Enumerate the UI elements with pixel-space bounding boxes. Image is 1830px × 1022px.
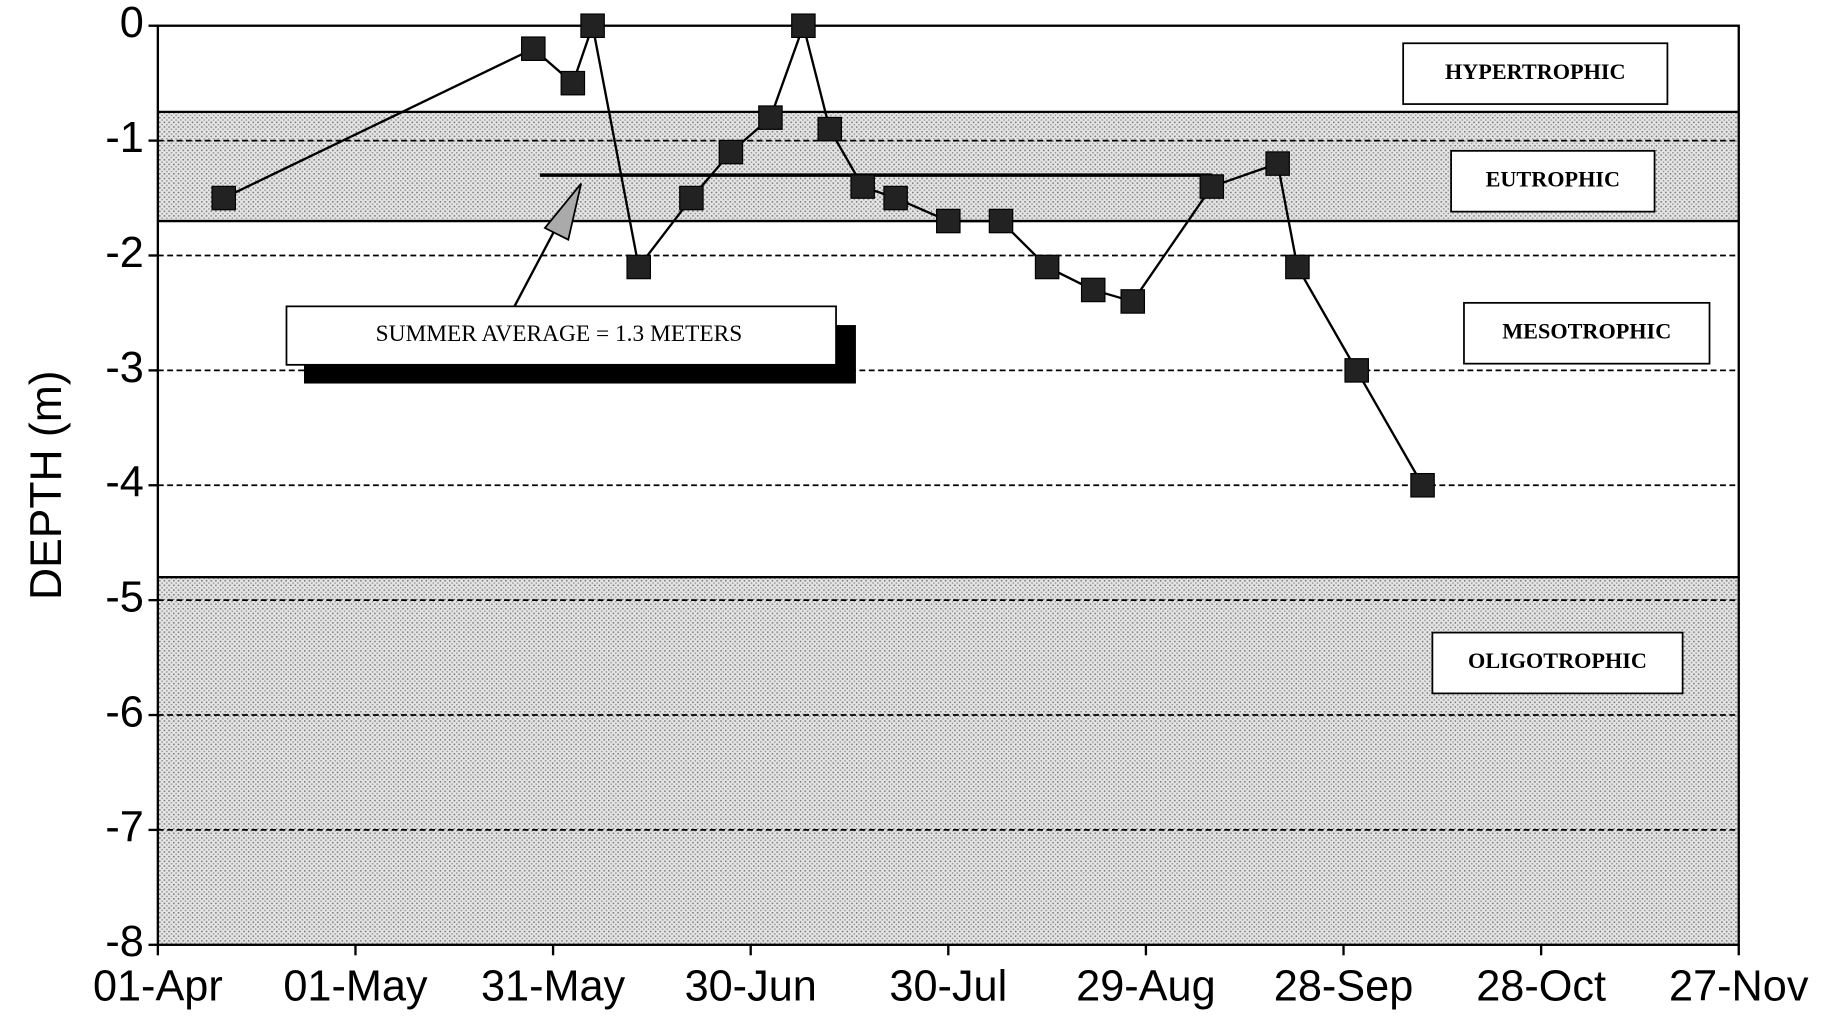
zone-label: OLIGOTROPHIC: [1468, 648, 1647, 673]
x-tick-label: 29-Aug: [1076, 963, 1215, 1011]
y-tick-label: -7: [105, 803, 143, 851]
x-tick-label: 30-Jul: [889, 963, 1007, 1011]
x-tick-label: 30-Jun: [685, 963, 817, 1011]
data-point: [626, 254, 651, 280]
series-line: [223, 21, 1424, 486]
data-point: [1344, 358, 1369, 383]
zone-label: MESOTROPHIC: [1502, 318, 1671, 343]
x-tick-label: 27-Nov: [1669, 963, 1809, 1011]
data-point: [758, 105, 783, 130]
x-tick-label: 01-May: [283, 963, 428, 1011]
data-point: [936, 208, 961, 234]
data-point: [1120, 289, 1146, 314]
annotation-arrow-line: [513, 221, 560, 307]
data-point: [883, 185, 908, 211]
data-point: [679, 185, 704, 211]
y-tick-label: -1: [105, 114, 143, 162]
data-point: [521, 36, 546, 61]
data-point: [1410, 472, 1435, 498]
y-axis-title: DEPTH (m): [22, 371, 71, 600]
zone-band: [157, 221, 1739, 578]
data-point: [791, 13, 816, 39]
data-point: [1080, 277, 1106, 303]
annotation-box: [285, 305, 837, 366]
zone-label-box: [1431, 631, 1684, 695]
annotation-label: SUMMER AVERAGE = 1.3 METERS: [376, 321, 743, 347]
zone-label-box: [1450, 149, 1656, 213]
data-point: [817, 116, 843, 142]
y-tick-label: -3: [105, 344, 143, 392]
x-tick-label: 28-Sep: [1274, 963, 1413, 1011]
y-tick-label: 0: [120, 0, 144, 47]
data-point: [1285, 254, 1310, 280]
data-point: [718, 139, 744, 165]
data-point: [988, 208, 1014, 234]
y-tick-label: -5: [105, 574, 143, 622]
y-tick-label: -8: [105, 918, 143, 966]
x-tick-label: 01-Apr: [93, 963, 223, 1011]
x-tick-label: 31-May: [481, 963, 626, 1011]
x-tick-label: 28-Oct: [1476, 963, 1606, 1011]
y-tick-label: -2: [105, 229, 143, 277]
zone-label: EUTROPHIC: [1486, 166, 1620, 191]
annotation-arrowhead: [543, 183, 582, 241]
zone-label-box: [1463, 301, 1711, 365]
y-tick-label: -6: [105, 688, 143, 736]
data-point: [211, 185, 237, 211]
data-point: [580, 13, 605, 39]
zone-label-box: [1402, 42, 1669, 105]
y-tick-label: -4: [105, 459, 143, 507]
data-point: [1265, 151, 1290, 176]
data-point: [850, 174, 875, 199]
data-point: [1034, 254, 1060, 280]
zone-label: HYPERTROPHIC: [1445, 59, 1626, 84]
data-point: [1199, 174, 1225, 199]
plot-root: DEPTH (m) HYPERTROPHIC EUTROPHIC MESOTROPH…: [22, 0, 1809, 1011]
data-point: [560, 70, 586, 96]
